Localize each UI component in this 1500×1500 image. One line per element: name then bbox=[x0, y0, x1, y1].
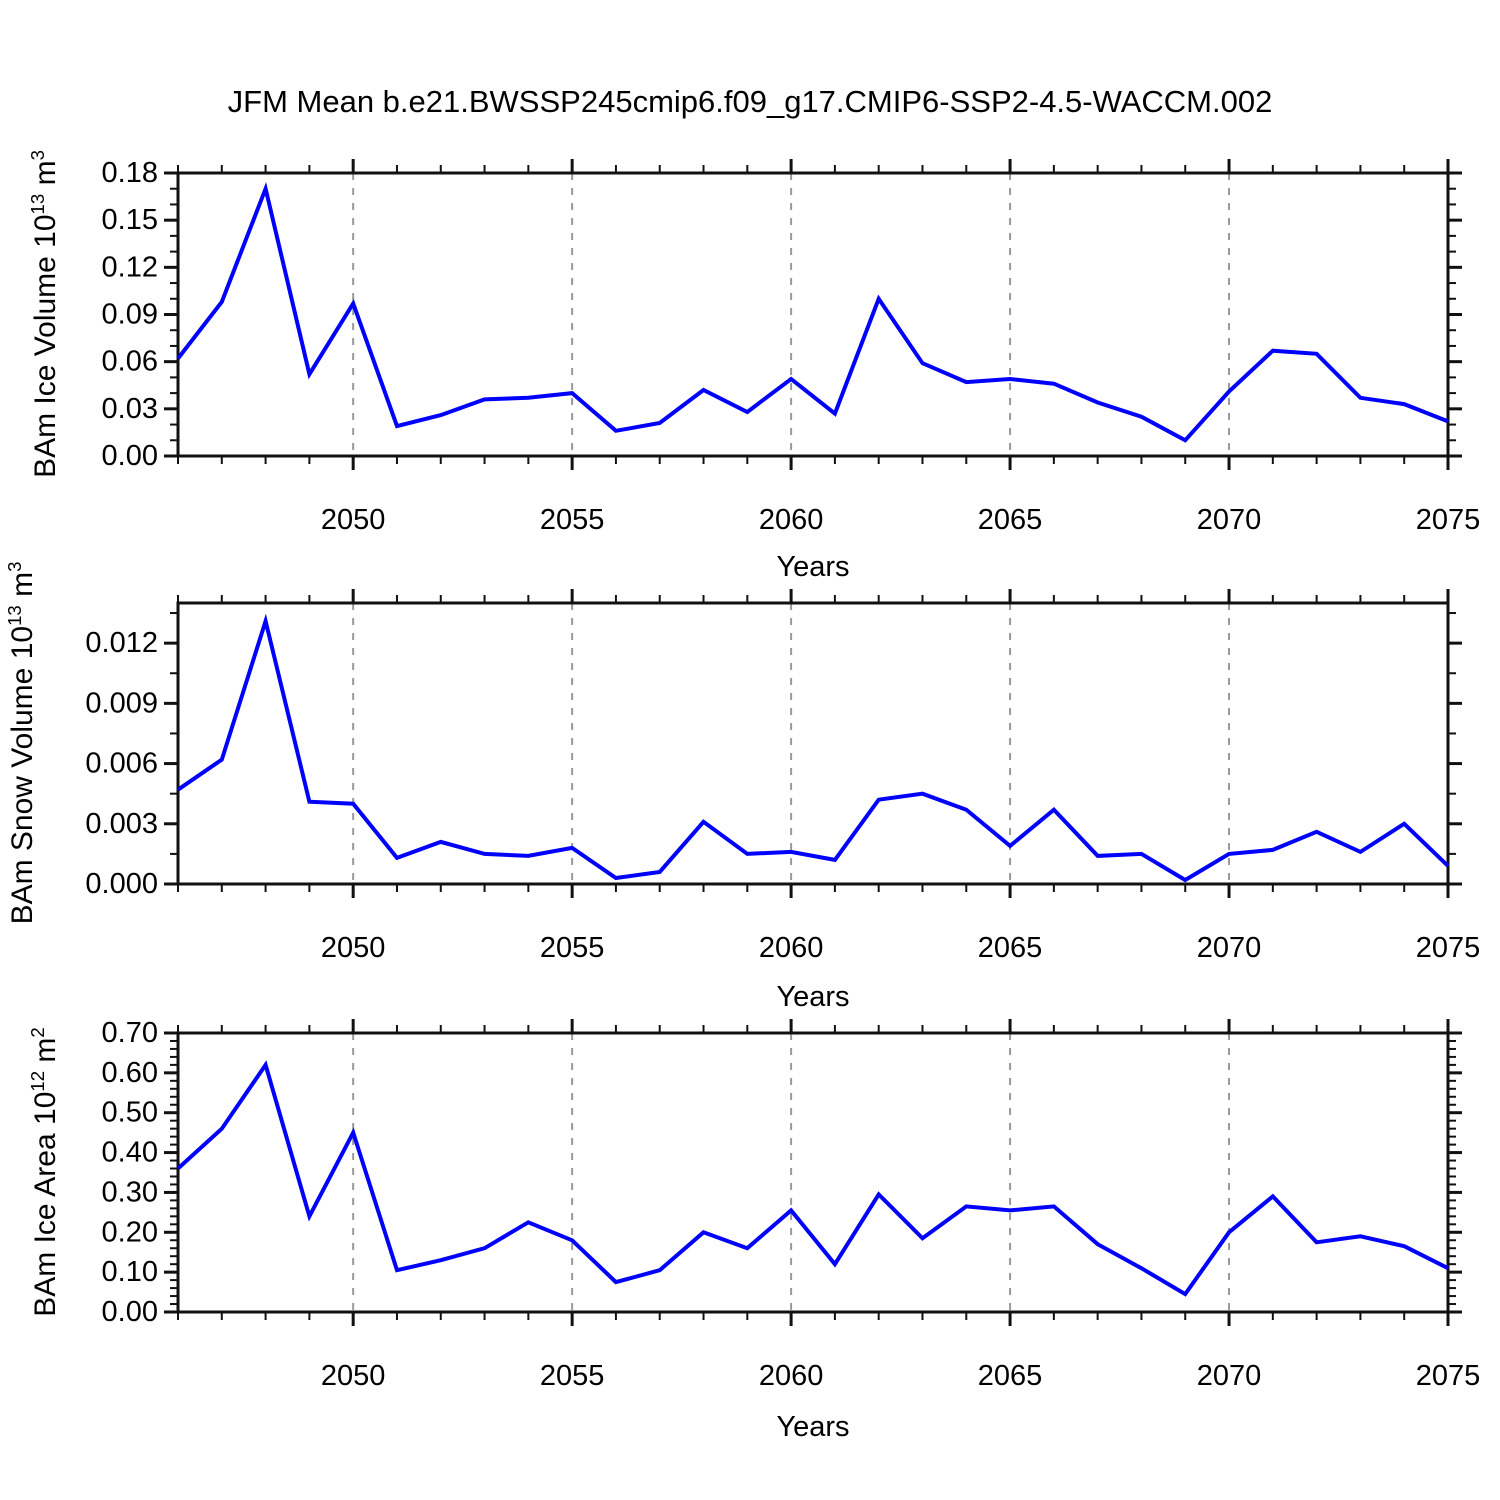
plot-frame-ice-area bbox=[176, 1031, 1450, 1314]
y-tick-label: 0.000 bbox=[85, 868, 158, 900]
x-tick-label: 2060 bbox=[759, 504, 824, 536]
x-tick-label: 2070 bbox=[1197, 504, 1262, 536]
y-tick-label: 0.60 bbox=[102, 1057, 158, 1089]
plot-frame-ice-volume bbox=[176, 171, 1450, 458]
y-tick-label: 0.006 bbox=[85, 748, 158, 780]
x-tick-label: 2055 bbox=[540, 932, 605, 964]
x-tick-label: 2050 bbox=[321, 504, 386, 536]
x-axis-label-panel3: Years bbox=[776, 1411, 850, 1443]
x-tick-label: 2065 bbox=[978, 504, 1043, 536]
x-tick-label: 2055 bbox=[540, 504, 605, 536]
y-tick-label: 0.20 bbox=[102, 1216, 158, 1248]
data-line-ice-area bbox=[176, 1060, 1449, 1297]
y-tick-label: 0.012 bbox=[85, 627, 158, 659]
x-tick-label: 2070 bbox=[1197, 932, 1262, 964]
x-tick-label: 2065 bbox=[978, 932, 1043, 964]
y-tick-label: 0.30 bbox=[102, 1176, 158, 1208]
y-tick-label: 0.12 bbox=[102, 251, 158, 283]
y-tick-label: 0.009 bbox=[85, 687, 158, 719]
x-axis-label-panel1: Years bbox=[776, 551, 850, 583]
y-tick-label: 0.50 bbox=[102, 1097, 158, 1129]
x-tick-label: 2075 bbox=[1416, 1360, 1481, 1392]
y-tick-label: 0.003 bbox=[85, 808, 158, 840]
y-tick-label: 0.40 bbox=[102, 1137, 158, 1169]
y-tick-label: 0.00 bbox=[102, 1296, 158, 1328]
y-tick-label: 0.18 bbox=[102, 157, 158, 189]
data-line-snow-volume bbox=[176, 613, 1450, 883]
y-tick-label: 0.15 bbox=[102, 204, 158, 236]
y-tick-label: 0.06 bbox=[102, 346, 158, 378]
x-tick-label: 2075 bbox=[1416, 932, 1481, 964]
chart-title: JFM Mean b.e21.BWSSP245cmip6.f09_g17.CMI… bbox=[227, 84, 1273, 119]
x-tick-label: 2060 bbox=[759, 932, 824, 964]
plot-frame-snow-volume bbox=[176, 601, 1450, 886]
x-tick-label: 2075 bbox=[1416, 504, 1481, 536]
x-tick-label: 2065 bbox=[978, 1360, 1043, 1392]
y-tick-label: 0.03 bbox=[102, 393, 158, 425]
x-axis-label-panel2: Years bbox=[776, 981, 850, 1013]
y-tick-label: 0.10 bbox=[102, 1256, 158, 1288]
y-tick-label: 0.00 bbox=[102, 440, 158, 472]
x-tick-label: 2060 bbox=[759, 1360, 824, 1392]
x-tick-label: 2050 bbox=[321, 1360, 386, 1392]
data-line-ice-volume bbox=[176, 181, 1449, 443]
y-tick-label: 0.70 bbox=[102, 1017, 158, 1049]
x-tick-label: 2055 bbox=[540, 1360, 605, 1392]
x-tick-label: 2050 bbox=[321, 932, 386, 964]
x-tick-label: 2070 bbox=[1197, 1360, 1262, 1392]
y-tick-label: 0.09 bbox=[102, 299, 158, 331]
